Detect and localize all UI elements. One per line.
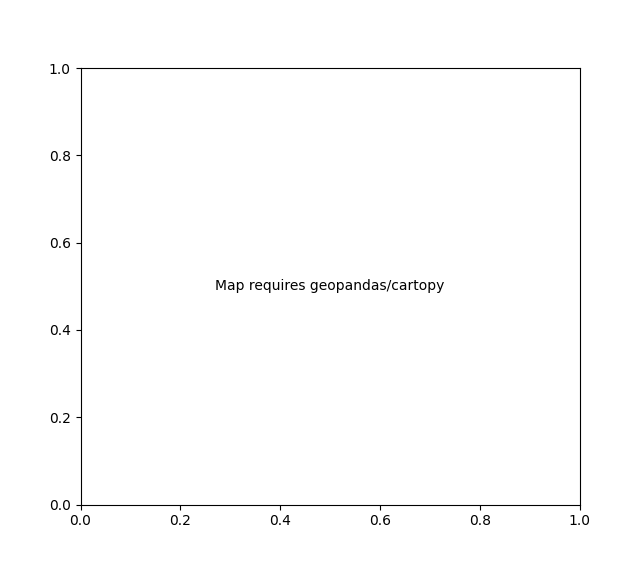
Text: Map requires geopandas/cartopy: Map requires geopandas/cartopy <box>215 280 445 293</box>
